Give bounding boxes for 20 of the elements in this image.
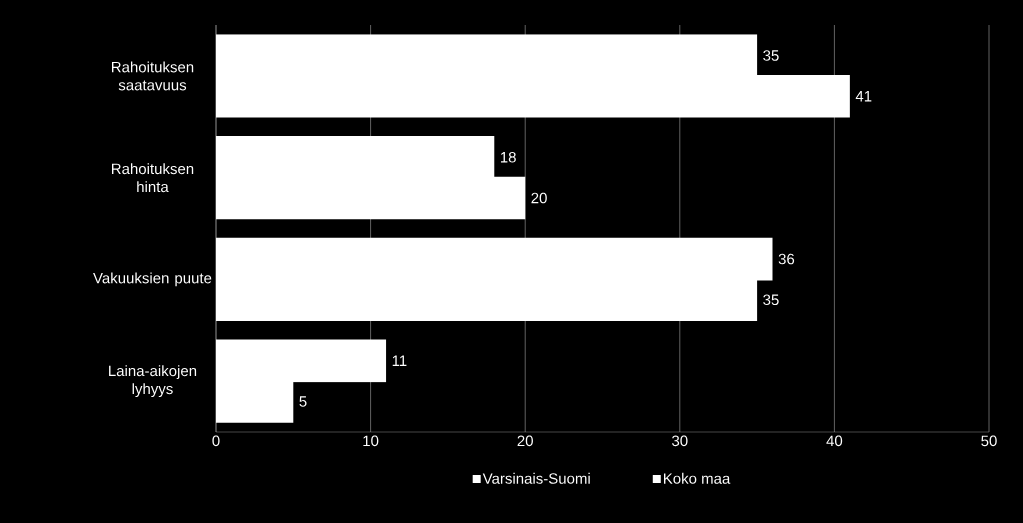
data-label: 35 bbox=[763, 50, 779, 61]
x-tick-label: 0 bbox=[212, 435, 220, 447]
x-tick-label: 10 bbox=[363, 435, 379, 447]
data-label: 20 bbox=[531, 192, 547, 204]
x-tick-label: 20 bbox=[517, 435, 533, 447]
data-label: 18 bbox=[500, 151, 516, 163]
x-tick-label: 50 bbox=[981, 435, 997, 447]
x-tick-label: 30 bbox=[672, 435, 688, 447]
legend-label: Varsinais-Suomi bbox=[482, 472, 590, 484]
legend-label: Koko maa bbox=[664, 472, 731, 484]
data-label: 5 bbox=[299, 396, 307, 407]
y-tick-label: Laina-aikojen lyhyys bbox=[109, 365, 197, 398]
x-tick-label: 40 bbox=[826, 435, 843, 447]
data-label: 41 bbox=[855, 91, 872, 102]
data-label: 11 bbox=[392, 355, 407, 366]
y-tick-label: Vakuuksien puute bbox=[93, 272, 212, 287]
y-tick-label: Rahoituksen saatavuus bbox=[112, 61, 194, 91]
data-label: 35 bbox=[763, 294, 779, 306]
data-label: 36 bbox=[778, 253, 795, 265]
y-tick-label: Rahoituksen hinta bbox=[112, 163, 194, 193]
